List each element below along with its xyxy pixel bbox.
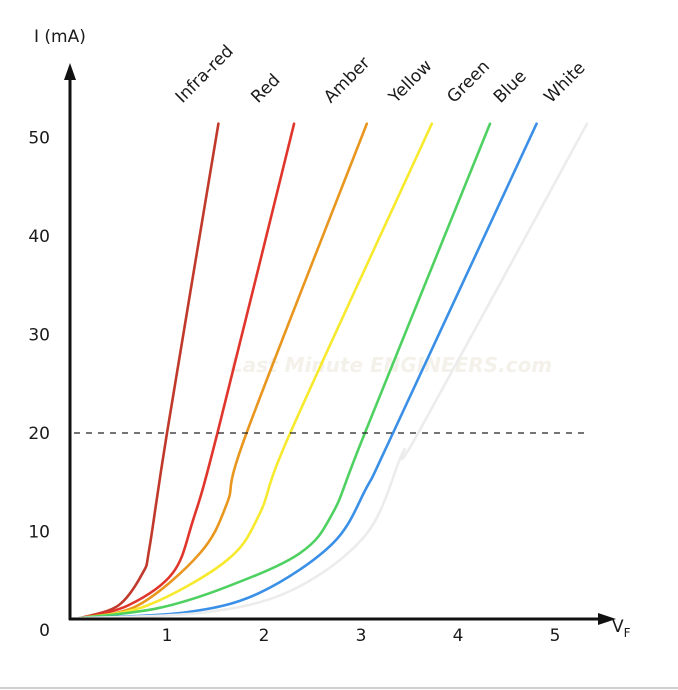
x-tick-label: 1 (162, 626, 173, 646)
series-line-green (78, 122, 492, 620)
y-tick-label: 40 (28, 227, 50, 247)
y-tick-label: 10 (28, 523, 50, 543)
x-tick-label: 2 (259, 626, 270, 646)
x-tick-label: 3 (356, 626, 367, 646)
x-axis-label-sub: F (624, 626, 631, 640)
y-tick-label: 20 (28, 424, 50, 444)
series-line-infra-red (78, 122, 220, 620)
y-tick-label: 0 (39, 621, 50, 641)
series-label: Yellow (384, 56, 436, 108)
series-line-red (78, 122, 296, 620)
series-group (78, 122, 589, 620)
y-axis-arrow-icon (64, 63, 76, 80)
series-line-white (78, 122, 589, 620)
series-label: Amber (320, 53, 374, 107)
x-axis-arrow-icon (598, 613, 616, 625)
series-line-yellow (78, 122, 434, 620)
x-axis-label-main: V (612, 617, 624, 637)
series-label: White (540, 58, 589, 107)
y-tick-label: 30 (28, 326, 50, 346)
series-label: Blue (490, 66, 531, 107)
series-label: Infra-red (172, 41, 238, 107)
x-axis-label: VF (612, 617, 631, 640)
series-line-blue (78, 122, 538, 620)
series-label: Green (443, 57, 494, 108)
x-tick-label: 5 (550, 626, 561, 646)
series-label: Red (247, 70, 284, 107)
x-tick-label: 4 (453, 626, 464, 646)
y-tick-label: 50 (28, 129, 50, 149)
y-axis-label: I (mA) (34, 27, 86, 47)
series-line-amber (78, 122, 369, 620)
